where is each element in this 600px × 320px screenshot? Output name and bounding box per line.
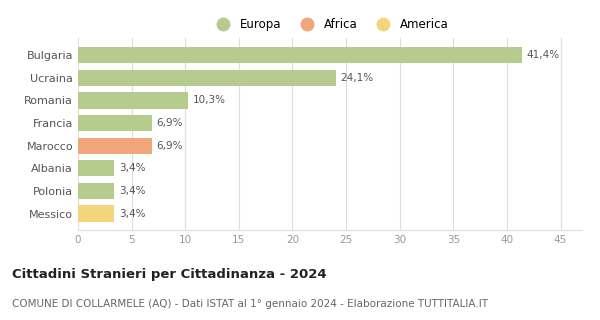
Bar bbox=[78, 47, 522, 63]
Text: 6,9%: 6,9% bbox=[156, 118, 183, 128]
Bar bbox=[78, 183, 115, 199]
Text: 3,4%: 3,4% bbox=[119, 186, 145, 196]
Text: Cittadini Stranieri per Cittadinanza - 2024: Cittadini Stranieri per Cittadinanza - 2… bbox=[12, 268, 326, 281]
Text: 3,4%: 3,4% bbox=[119, 163, 145, 173]
Bar bbox=[78, 205, 115, 222]
Legend: Europa, Africa, America: Europa, Africa, America bbox=[206, 13, 454, 36]
Bar bbox=[78, 138, 152, 154]
Bar bbox=[78, 160, 115, 176]
Text: 3,4%: 3,4% bbox=[119, 209, 145, 219]
Text: COMUNE DI COLLARMELE (AQ) - Dati ISTAT al 1° gennaio 2024 - Elaborazione TUTTITA: COMUNE DI COLLARMELE (AQ) - Dati ISTAT a… bbox=[12, 299, 488, 309]
Text: 41,4%: 41,4% bbox=[526, 50, 559, 60]
Text: 10,3%: 10,3% bbox=[193, 95, 226, 106]
Text: 24,1%: 24,1% bbox=[341, 73, 374, 83]
Bar bbox=[78, 92, 188, 108]
Bar bbox=[78, 70, 337, 86]
Bar bbox=[78, 115, 152, 131]
Text: 6,9%: 6,9% bbox=[156, 141, 183, 151]
